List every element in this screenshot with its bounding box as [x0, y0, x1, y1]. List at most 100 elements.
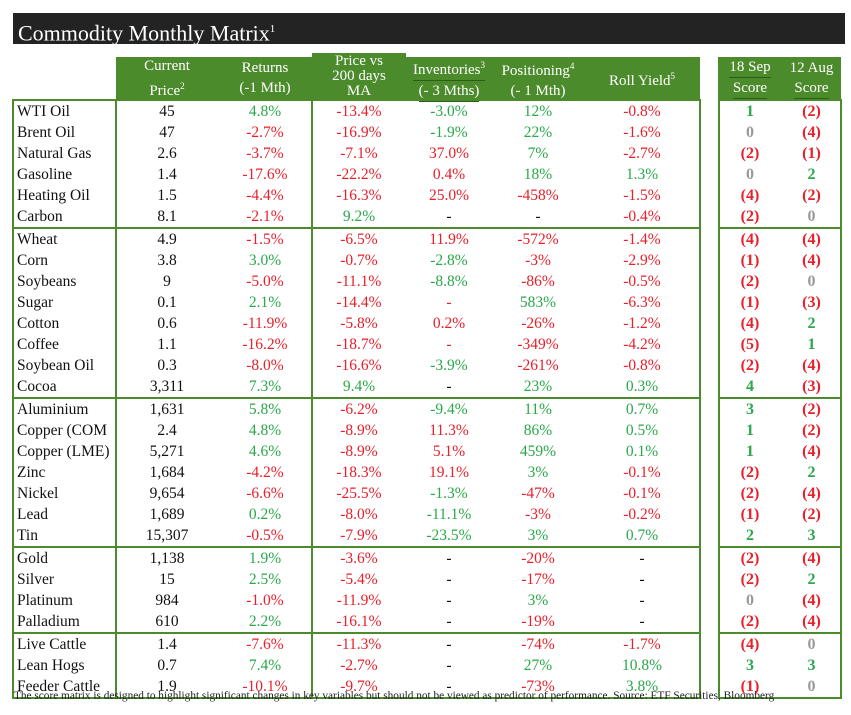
returns-cell: -6.6%: [246, 485, 284, 502]
commodity-name: Cocoa: [17, 378, 57, 395]
header-text: Positioning: [501, 62, 570, 79]
ma-cell: -0.7%: [340, 252, 378, 269]
inv-cell: -: [446, 592, 452, 609]
pos-cell: 3%: [527, 464, 549, 481]
pos-cell: -47%: [521, 485, 555, 502]
ma-cell: -8.0%: [340, 506, 378, 523]
roll-cell: -0.8%: [623, 103, 661, 120]
pos-cell: -3%: [525, 252, 551, 269]
score-12-aug-cell: 0: [807, 678, 816, 695]
table-row: Gasoline 1.4 -17.6% -22.2% 0.4% 18% 1.3% 0 2: [0, 164, 851, 185]
score-18-sep-cell: 0: [746, 592, 754, 609]
pos-cell: 459%: [519, 443, 557, 460]
header-positioning: Positioning4 (- 1 Mth): [492, 57, 584, 99]
table-row: Natural Gas 2.6 -3.7% -7.1% 37.0% 7% -2.7% (2) (…: [0, 143, 851, 164]
price-cell: 1,684: [149, 464, 185, 481]
column-divider: [311, 99, 313, 229]
score-12-aug-cell: (4): [802, 550, 821, 567]
commodity-name: Soybeans: [17, 273, 77, 290]
commodity-name: WTI Oil: [17, 103, 70, 120]
score-18-sep-cell: (2): [740, 485, 760, 502]
table-row: Coffee 1.1 -16.2% -18.7% - -349% -4.2% (5) 1: [0, 334, 851, 355]
returns-cell: -0.5%: [246, 527, 284, 544]
commodity-name: Soybean Oil: [17, 357, 95, 374]
column-divider: [311, 227, 313, 399]
table-row: Aluminium 1,631 5.8% -6.2% -9.4% 11% 0.7% 3 (2): [0, 399, 851, 420]
footnote-text: The score matrix is designed to highligh…: [14, 690, 775, 702]
ma-cell: -16.1%: [336, 613, 382, 630]
commodity-name: Corn: [17, 252, 48, 269]
commodity-name: Gasoline: [17, 166, 73, 183]
roll-cell: -1.5%: [623, 187, 661, 204]
header-text: MA: [346, 82, 372, 99]
score-12-aug-cell: (4): [802, 231, 821, 248]
roll-cell: -: [639, 571, 645, 588]
returns-cell: -1.0%: [246, 592, 284, 609]
pos-cell: -26%: [521, 315, 555, 332]
header-text: (-1 Mth): [239, 80, 291, 96]
commodity-name: Wheat: [17, 231, 58, 248]
roll-cell: -0.5%: [623, 273, 661, 290]
score-18-sep-cell: (2): [740, 550, 760, 567]
inv-cell: -: [446, 571, 452, 588]
score-18-sep-cell: (2): [740, 273, 760, 290]
ma-cell: -5.8%: [340, 315, 378, 332]
roll-cell: -: [639, 592, 645, 609]
score-18-sep-cell: (4): [740, 187, 760, 204]
pos-cell: 7%: [527, 145, 549, 162]
score-12-aug-cell: (3): [802, 378, 821, 395]
inv-cell: 5.1%: [432, 443, 466, 460]
header-text: Roll Yield5: [609, 66, 675, 91]
inv-cell: 25.0%: [428, 187, 470, 204]
roll-cell: -1.6%: [623, 124, 661, 141]
header-text: Returns: [241, 60, 289, 76]
price-cell: 1,138: [149, 550, 185, 567]
price-cell: 2.6: [157, 145, 177, 162]
price-cell: 47: [159, 124, 175, 141]
ma-cell: -5.4%: [340, 571, 378, 588]
inv-cell: -: [446, 378, 452, 395]
score-18-sep-cell: 4: [746, 378, 754, 395]
price-cell: 45: [159, 103, 175, 120]
score-12-aug-cell: (3): [802, 294, 821, 311]
score-12-aug-cell: (2): [802, 401, 821, 418]
inv-cell: 11.9%: [429, 231, 469, 248]
table-row: Platinum 984 -1.0% -11.9% - 3% - 0 (4): [0, 590, 851, 611]
header-text: 12 Aug: [789, 59, 834, 76]
inv-cell: -: [446, 657, 452, 674]
score-18-sep-cell: 2: [746, 527, 754, 544]
ma-cell: 9.2%: [342, 208, 376, 225]
pos-cell: -3%: [525, 506, 551, 523]
ma-cell: -7.9%: [340, 527, 378, 544]
pos-cell: 3%: [527, 592, 549, 609]
pos-cell: -572%: [517, 231, 559, 248]
roll-cell: 1.3%: [625, 166, 659, 183]
ma-cell: -7.1%: [340, 145, 378, 162]
ma-cell: -14.4%: [336, 294, 382, 311]
price-cell: 0.1: [157, 294, 177, 311]
price-cell: 1,689: [149, 506, 185, 523]
price-cell: 0.7: [157, 657, 177, 674]
score-18-sep-cell: (1): [740, 506, 760, 523]
commodity-name: Copper (LME): [17, 443, 110, 460]
column-divider: [311, 546, 313, 634]
score-12-aug-cell: 2: [807, 315, 816, 332]
ma-cell: -3.6%: [340, 550, 378, 567]
table-row: Soybeans 9 -5.0% -11.1% -8.8% -86% -0.5% (2) 0: [0, 271, 851, 292]
header-price-vs-ma: Price vs 200 days MA: [312, 53, 406, 99]
score-12-aug-cell: (4): [802, 124, 821, 141]
price-cell: 15: [159, 571, 175, 588]
score-12-aug-cell: 0: [807, 636, 816, 653]
header-text: Price2: [149, 76, 184, 101]
price-cell: 5,271: [149, 443, 185, 460]
commodity-name: Platinum: [17, 592, 73, 609]
score-12-aug-cell: 0: [807, 208, 816, 225]
inv-cell: -11.1%: [426, 506, 472, 523]
footnote: 3: [480, 59, 485, 70]
ma-cell: -11.1%: [336, 273, 382, 290]
inv-cell: -8.8%: [430, 273, 468, 290]
score-12-aug-cell: (1): [802, 145, 821, 162]
score-12-aug-cell: (2): [802, 506, 821, 523]
returns-cell: -17.6%: [242, 166, 288, 183]
score-12-aug-cell: (2): [802, 187, 821, 204]
